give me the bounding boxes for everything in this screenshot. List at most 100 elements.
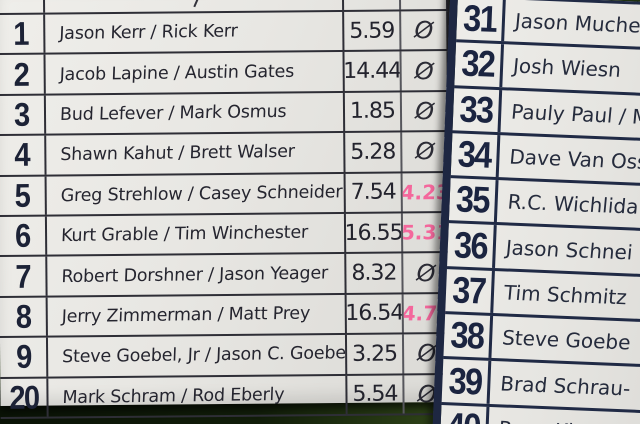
- weight-value: 16.55: [345, 220, 403, 246]
- rank-number: 8: [15, 297, 31, 335]
- table-row: 1 Jason Kerr / Rick Kerr 5.59 Ø: [0, 11, 450, 56]
- team-names: Steve Goebe: [501, 325, 632, 355]
- table-row: 4 Shawn Kahut / Brett Walser 5.28 Ø: [0, 132, 451, 177]
- rank-number: 7: [15, 257, 30, 295]
- rank-number: 4: [14, 136, 29, 174]
- team-names: Tim Schmitz: [502, 280, 628, 310]
- team-cell: Jerry Zimmerman / Matt Prey: [47, 294, 347, 336]
- table-row: 5 Greg Strehlow / Casey Schneider 7.54 4…: [0, 172, 451, 217]
- team-names: Josh Wiesn: [512, 54, 623, 83]
- team-cell: Tim Schmitz: [493, 271, 640, 320]
- bigfish-cell: Ø: [401, 91, 451, 131]
- rank-cell: 1: [0, 14, 46, 54]
- weight-value: 5.81: [349, 0, 394, 3]
- table-row: 9 Steve Goebel, Jr / Jason C. Goebel 3.2…: [0, 334, 453, 379]
- rank-number: 39: [447, 359, 483, 403]
- rank-cell: 34: [450, 133, 501, 178]
- right-scoreboard: 30 Jeff Ma 31 Jason Muche 32 Josh Wiesn …: [432, 0, 640, 424]
- weight-cell: 5.59: [344, 11, 402, 51]
- team-cell: Greg Strehlow / Casey Schneider: [46, 173, 346, 215]
- rank-number: 6: [14, 216, 30, 254]
- team-names: Shawn Kahut / Brett Walser: [59, 142, 296, 166]
- bigfish-value: Ø: [411, 136, 438, 167]
- rank-cell: 36: [447, 223, 497, 268]
- bigfish-value: Ø: [410, 15, 437, 46]
- rank-number: 32: [460, 42, 495, 86]
- team-cell: Mark Schram / Rod Eberly: [48, 375, 348, 417]
- left-scoreboard: 5.81 Ø 1 Jason Kerr / Rick Kerr 5.59 Ø 2…: [0, 0, 453, 406]
- weight-cell: 1.85: [344, 92, 403, 132]
- weight-cell: 7.54: [345, 173, 403, 212]
- bigfish-cell: Ø: [401, 51, 450, 91]
- rank-number: 20: [8, 378, 39, 416]
- weight-value: 3.25: [352, 341, 398, 367]
- team-cell: Jason Kerr / Rick Kerr: [45, 11, 345, 53]
- table-row: 6 Kurt Grable / Tim Winchester 16.55 5.3…: [0, 213, 452, 258]
- rank-cell: 32: [454, 42, 505, 87]
- weight-value: 5.54: [352, 381, 398, 408]
- rank-cell: 8: [0, 297, 48, 337]
- illegible-strokes: [44, 0, 345, 13]
- rank-cell: 20: [0, 378, 49, 417]
- rank-number: 33: [458, 88, 494, 131]
- rank-cell: 33: [452, 87, 503, 133]
- weight-value: 16.54: [346, 300, 404, 327]
- team-names: Jason Schnei: [504, 235, 634, 265]
- bigfish-value: Ø: [410, 0, 436, 6]
- team-cell: Robert Dorshner / Jason Yeager: [47, 254, 347, 296]
- weight-value: 14.44: [344, 58, 402, 85]
- weight-cell: 16.54: [346, 294, 404, 334]
- weight-cell: 8.32: [346, 253, 404, 293]
- table-row: 8 Jerry Zimmerman / Matt Prey 16.54 4.73: [0, 293, 452, 339]
- team-names: Brad Schrau-: [499, 370, 632, 401]
- weight-cell: 3.25: [346, 334, 405, 374]
- rank-cell: [0, 0, 46, 13]
- rank-cell: 35: [448, 178, 499, 223]
- rank-number: 35: [455, 178, 490, 222]
- team-cell: Jason Schnei: [495, 226, 640, 275]
- team-names: Jason Muche: [513, 8, 640, 38]
- team-cell: Shawn Kahut / Brett Walser: [46, 133, 346, 175]
- rank-cell: 7: [0, 256, 48, 296]
- weight-value: 8.32: [351, 260, 397, 286]
- rank-number: 37: [451, 269, 486, 312]
- rank-number: 5: [14, 176, 30, 214]
- team-names: Jacob Lapine / Austin Gates: [59, 61, 295, 85]
- team-cell: Kurt Grable / Tim Winchester: [46, 213, 347, 255]
- team-names: Steve Goebel, Jr / Jason C. Goebel: [61, 343, 348, 368]
- bigfish-value: Ø: [411, 96, 438, 127]
- rank-number: 1: [12, 14, 28, 53]
- team-names: Dave Van Oss /: [508, 144, 640, 175]
- rank-number: 9: [15, 338, 31, 376]
- weight-cell: 16.55: [345, 213, 404, 253]
- rank-number: 3: [13, 95, 29, 133]
- bigfish-value: Ø: [412, 257, 439, 288]
- rank-cell: 3: [0, 95, 47, 135]
- team-cell: Pauly Paul / M: [501, 90, 640, 139]
- team-cell: Jason Muche: [504, 0, 640, 48]
- bigfish-cell: Ø: [400, 0, 450, 10]
- weight-value: 5.28: [350, 139, 396, 165]
- table-row: 7 Robert Dorshner / Jason Yeager 8.32 Ø: [0, 253, 452, 298]
- team-cell: Steve Goebel, Jr / Jason C. Goebel: [47, 335, 348, 377]
- team-cell: Jacob Lapine / Austin Gates: [45, 52, 345, 94]
- team-cell: Josh Wiesn: [502, 45, 640, 94]
- team-names: Kurt Grable / Tim Winchester: [60, 222, 309, 247]
- team-names: Pauly Paul / M: [510, 99, 640, 129]
- weight-value: 5.59: [349, 18, 395, 44]
- team-cell: Bud Lefever / Mark Osmus: [45, 92, 346, 134]
- weight-value: 7.54: [350, 179, 396, 206]
- team-names: Jason Kerr / Rick Kerr: [58, 21, 238, 45]
- rank-cell: 40: [439, 404, 490, 424]
- rank-number: 34: [456, 133, 492, 176]
- bigfish-cell: Ø: [401, 11, 450, 50]
- team-cell: Brad Schrau-: [490, 361, 640, 410]
- rank-cell: 38: [443, 314, 494, 359]
- rank-number: 40: [446, 405, 480, 424]
- left-board-rows: 1 Jason Kerr / Rick Kerr 5.59 Ø 2 Jacob …: [0, 11, 453, 419]
- team-names: Jerry Zimmerman / Matt Prey: [61, 303, 311, 328]
- table-row: 2 Jacob Lapine / Austin Gates 14.44 Ø: [0, 51, 450, 96]
- team-names: R.C. Wichlida: [506, 189, 640, 220]
- rank-number: 2: [13, 55, 29, 93]
